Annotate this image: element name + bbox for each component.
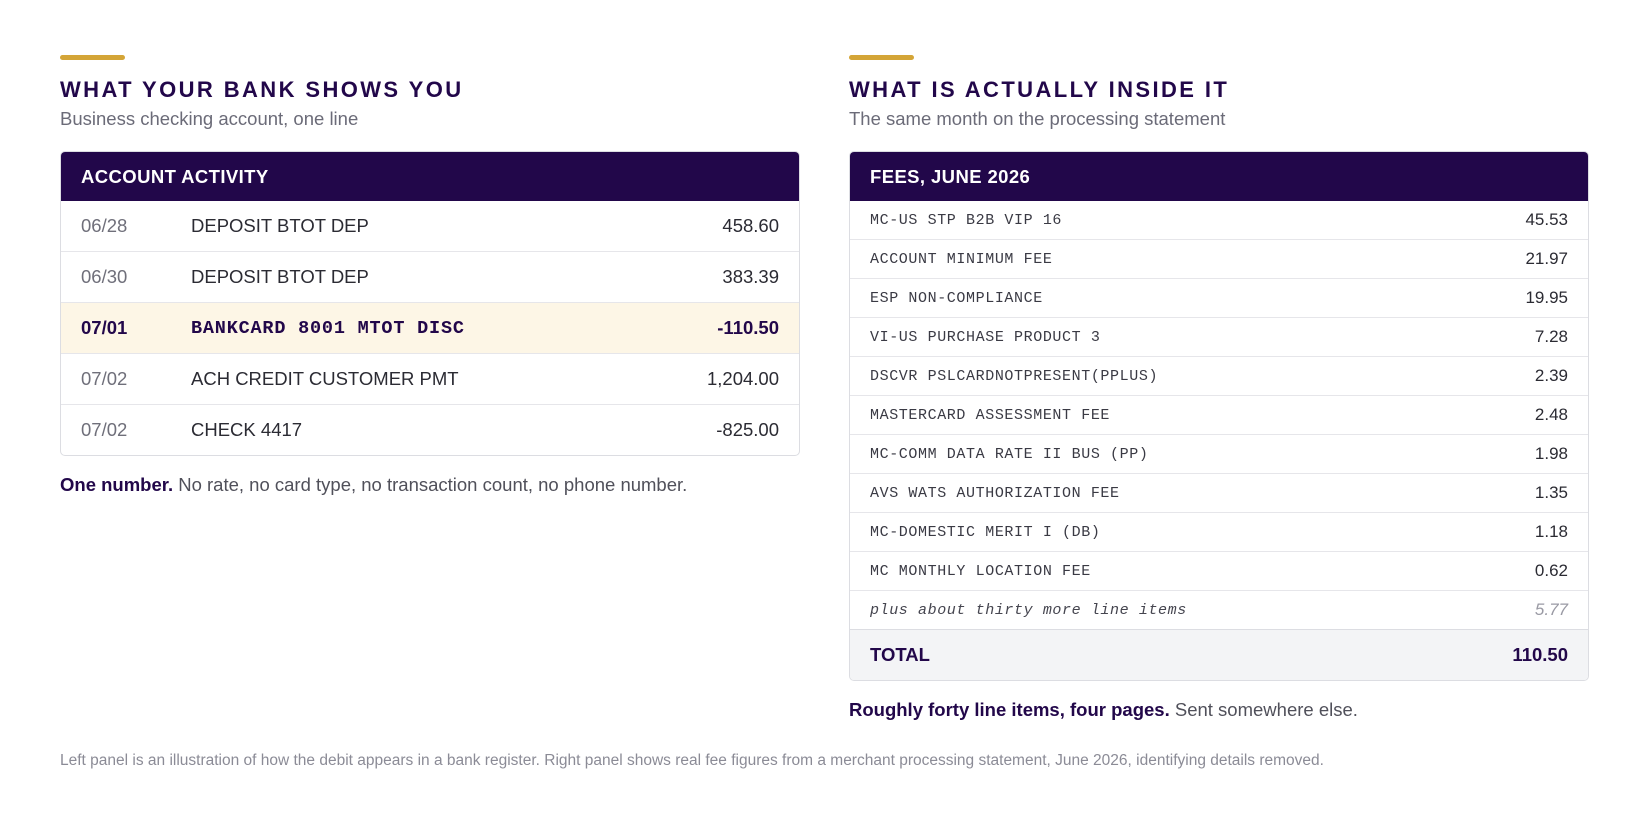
fee-row: VI-US PURCHASE PRODUCT 3 7.28 xyxy=(850,317,1588,356)
transaction-amount: 383.39 xyxy=(722,266,779,287)
more-items-row: plus about thirty more line items 5.77 xyxy=(850,590,1588,629)
fee-name: MC-COMM DATA RATE II BUS (PP) xyxy=(870,445,1149,463)
transaction-description: DEPOSIT BTOT DEP xyxy=(191,266,369,287)
fee-name: AVS WATS AUTHORIZATION FEE xyxy=(870,484,1120,502)
card-header: FEES, JUNE 2026 xyxy=(850,152,1588,201)
transaction-date: 06/30 xyxy=(81,266,128,287)
fee-name: MASTERCARD ASSESSMENT FEE xyxy=(870,406,1111,424)
total-row: TOTAL 110.50 xyxy=(850,629,1588,680)
total-label: TOTAL xyxy=(870,644,930,665)
transaction-date: 07/01 xyxy=(81,317,128,338)
transaction-description: DEPOSIT BTOT DEP xyxy=(191,215,369,236)
transaction-amount: -825.00 xyxy=(716,419,779,440)
panel-subtitle: Business checking account, one line xyxy=(60,108,359,129)
transaction-date: 06/28 xyxy=(81,215,128,236)
card-header: ACCOUNT ACTIVITY xyxy=(61,152,799,201)
fee-row: MC-DOMESTIC MERIT I (DB) 1.18 xyxy=(850,512,1588,551)
panel-subtitle: The same month on the processing stateme… xyxy=(849,108,1226,129)
transaction-amount: -110.50 xyxy=(717,317,779,338)
account-activity-card: ACCOUNT ACTIVITY 06/28 DEPOSIT BTOT DEP 45… xyxy=(60,151,800,456)
transaction-amount: 458.60 xyxy=(722,215,779,236)
fee-row: MC MONTHLY LOCATION FEE 0.62 xyxy=(850,551,1588,590)
fee-amount: 21.97 xyxy=(1525,249,1568,268)
fee-amount: 7.28 xyxy=(1534,327,1568,346)
note-emphasis: One number. xyxy=(60,474,174,495)
total-amount: 110.50 xyxy=(1512,644,1568,665)
fee-row: ACCOUNT MINIMUM FEE 21.97 xyxy=(850,239,1588,278)
statement-panel: WHAT IS ACTUALLY INSIDE IT The same mont… xyxy=(849,55,1589,722)
fee-name: MC-US STP B2B VIP 16 xyxy=(870,211,1063,229)
fee-amount: 0.62 xyxy=(1534,561,1568,580)
fee-amount: 1.98 xyxy=(1534,444,1568,463)
transaction-row: 06/30 DEPOSIT BTOT DEP 383.39 xyxy=(61,251,799,302)
transaction-date: 07/02 xyxy=(81,419,128,440)
fee-name: MC-DOMESTIC MERIT I (DB) xyxy=(870,523,1101,541)
fee-name: ACCOUNT MINIMUM FEE xyxy=(870,250,1053,268)
fee-row: AVS WATS AUTHORIZATION FEE 1.35 xyxy=(850,473,1588,512)
fee-row: MASTERCARD ASSESSMENT FEE 2.48 xyxy=(850,395,1588,434)
highlighted-transaction-row: 07/01 BANKCARD 8001 MTOT DISC -110.50 xyxy=(61,302,799,353)
fee-name: DSCVR PSLCARDNOTPRESENT(PPLUS) xyxy=(870,367,1159,385)
transaction-description: CHECK 4417 xyxy=(191,419,303,440)
transaction-row: 06/28 DEPOSIT BTOT DEP 458.60 xyxy=(61,201,799,251)
fee-amount: 2.48 xyxy=(1534,405,1568,424)
transaction-description: BANKCARD 8001 MTOT DISC xyxy=(191,317,465,339)
fee-row: MC-COMM DATA RATE II BUS (PP) 1.98 xyxy=(850,434,1588,473)
footnote: Left panel is an illustration of how the… xyxy=(60,752,1324,769)
bank-panel: WHAT YOUR BANK SHOWS YOU Business checki… xyxy=(60,55,800,497)
fees-card: FEES, JUNE 2026 MC-US STP B2B VIP 16 45.5… xyxy=(849,151,1589,681)
fee-amount: 1.18 xyxy=(1534,522,1568,541)
fee-name: MC MONTHLY LOCATION FEE xyxy=(870,562,1091,580)
fee-name: VI-US PURCHASE PRODUCT 3 xyxy=(870,328,1101,346)
activity-rows: 06/28 DEPOSIT BTOT DEP 458.60 06/30 DEPOSIT … xyxy=(61,201,799,455)
fee-amount: 19.95 xyxy=(1525,288,1568,307)
transaction-row: 07/02 ACH CREDIT CUSTOMER PMT 1,204.00 xyxy=(61,353,799,404)
panel-title: WHAT IS ACTUALLY INSIDE IT xyxy=(849,77,1230,102)
more-items-label: plus about thirty more line items xyxy=(870,601,1187,619)
panel-note: One number. No rate, no card type, no tr… xyxy=(60,473,800,497)
panel-note: Roughly forty line items, four pages. Se… xyxy=(849,698,1589,722)
transaction-row: 07/02 CHECK 4417 -825.00 xyxy=(61,404,799,455)
fee-rows: MC-US STP B2B VIP 16 45.53 ACCOUNT MINIMUM… xyxy=(850,201,1588,590)
panel-title: WHAT YOUR BANK SHOWS YOU xyxy=(60,77,464,102)
fee-amount: 45.53 xyxy=(1525,210,1568,229)
accent-bar xyxy=(60,55,125,60)
note-text: No rate, no card type, no transaction co… xyxy=(173,474,688,495)
fee-name: ESP NON-COMPLIANCE xyxy=(870,289,1043,307)
transaction-description: ACH CREDIT CUSTOMER PMT xyxy=(191,368,459,389)
more-items-amount: 5.77 xyxy=(1534,600,1568,619)
fee-row: DSCVR PSLCARDNOTPRESENT(PPLUS) 2.39 xyxy=(850,356,1588,395)
fee-row: MC-US STP B2B VIP 16 45.53 xyxy=(850,201,1588,239)
transaction-date: 07/02 xyxy=(81,368,128,389)
note-emphasis: Roughly forty line items, four pages. xyxy=(849,699,1170,720)
transaction-amount: 1,204.00 xyxy=(706,368,779,389)
note-text: Sent somewhere else. xyxy=(1169,699,1358,720)
fee-amount: 1.35 xyxy=(1534,483,1568,502)
fee-row: ESP NON-COMPLIANCE 19.95 xyxy=(850,278,1588,317)
accent-bar xyxy=(849,55,914,60)
fee-amount: 2.39 xyxy=(1534,366,1568,385)
